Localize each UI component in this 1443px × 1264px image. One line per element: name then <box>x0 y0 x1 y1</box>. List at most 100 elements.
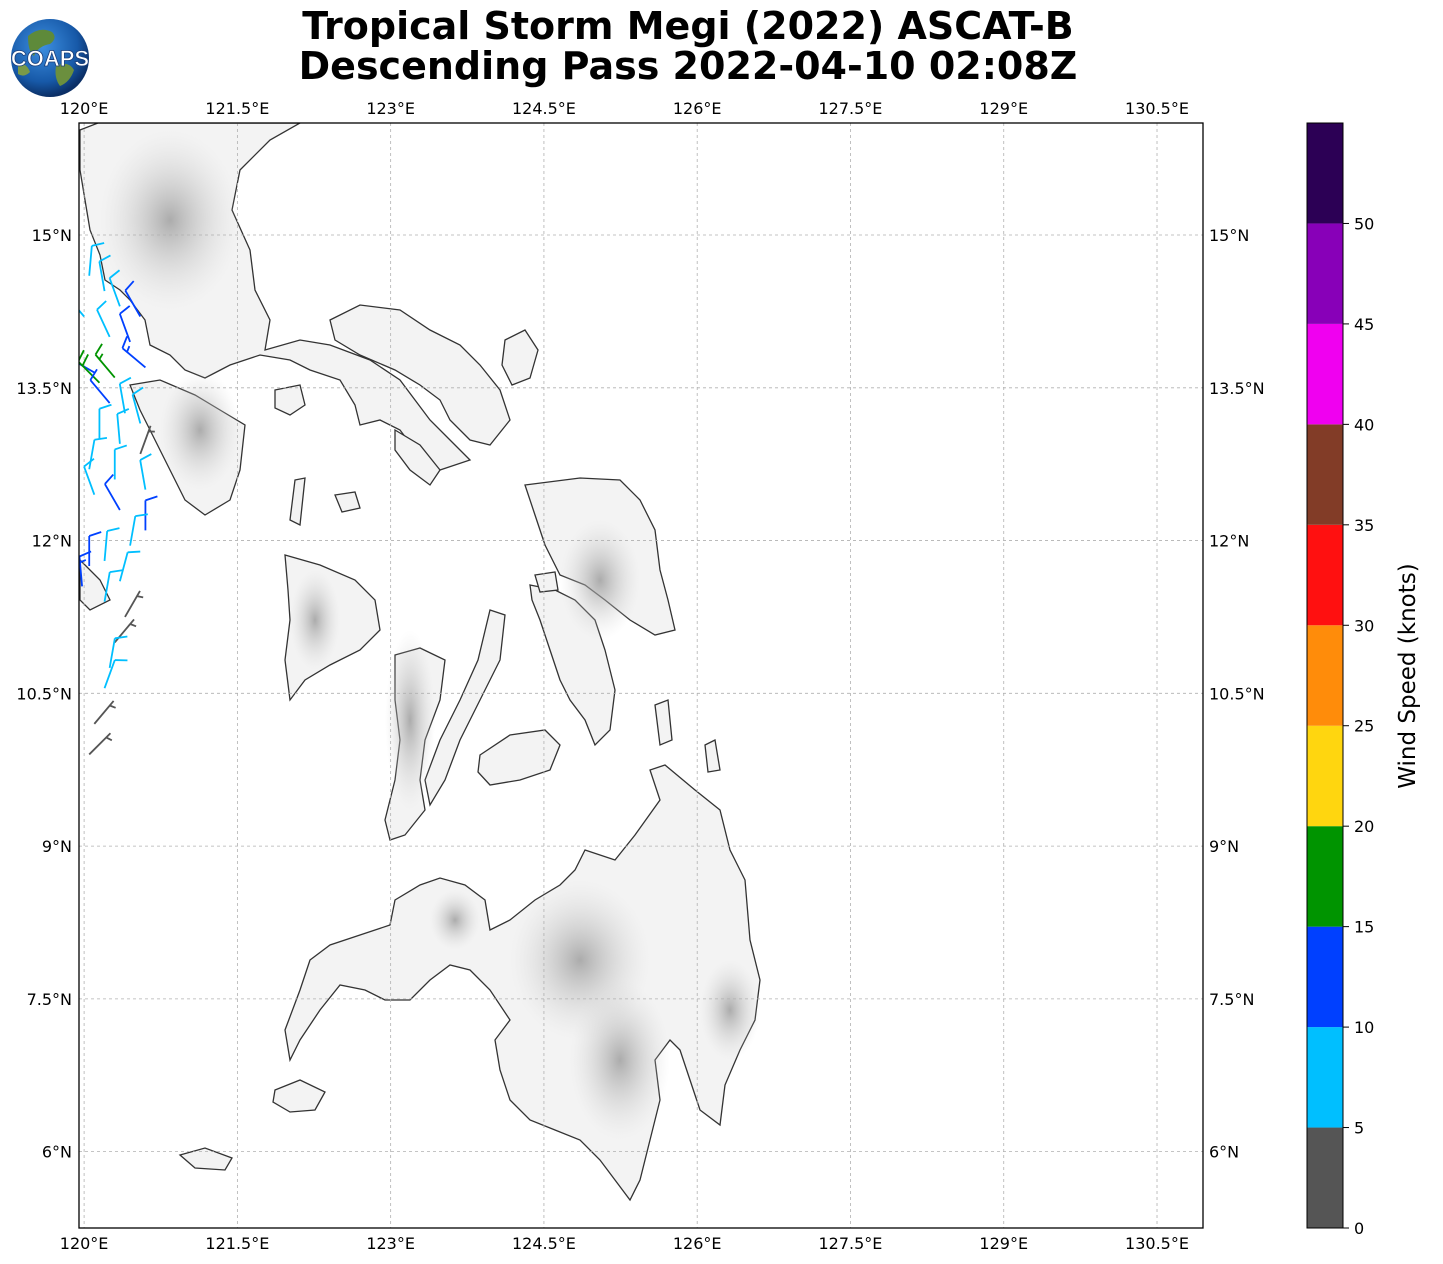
barb-flag-full <box>88 531 102 537</box>
colorbar-tick-label: 0 <box>1354 1219 1364 1238</box>
barb-flag-full <box>114 635 128 640</box>
barb-flag-half <box>79 559 87 564</box>
map-frame <box>68 122 1204 1229</box>
wind-barb <box>103 659 128 689</box>
barb-flag-full <box>91 242 105 247</box>
lat-tick-right: 6°N <box>1209 1143 1239 1162</box>
barb-flag-full <box>98 254 111 263</box>
dinagat <box>654 699 673 746</box>
barb-staff <box>139 425 152 455</box>
barb-flag-half <box>129 623 137 628</box>
wind-barb <box>103 569 123 602</box>
barb-staff <box>79 556 83 587</box>
barb-flag-full <box>83 457 95 468</box>
lat-tick-right: 12°N <box>1209 532 1249 551</box>
barb-staff <box>83 466 96 496</box>
lon-tick-bottom: 120°E <box>60 1234 109 1253</box>
barb-staff <box>118 313 131 343</box>
gridlines <box>79 123 1203 1228</box>
barb-staff <box>96 309 111 338</box>
wind-barb <box>118 376 132 414</box>
lat-tick-left: 12°N <box>32 532 72 551</box>
lat-tick-left: 15°N <box>32 226 72 245</box>
wind-barb <box>119 550 141 582</box>
wind-barb <box>96 300 111 338</box>
barb-staff <box>118 383 126 414</box>
wind-barb <box>108 635 128 669</box>
lon-tick-top: 123°E <box>366 99 415 118</box>
barb-staff <box>131 394 142 424</box>
barb-staff <box>119 552 129 582</box>
colorbar-tick-label: 45 <box>1354 315 1374 334</box>
barb-staff <box>94 354 116 379</box>
lon-tick-bottom: 124.5°E <box>512 1234 576 1253</box>
title-line-2: Descending Pass 2022-04-10 02:08Z <box>298 44 1078 88</box>
barb-flag-half <box>109 704 116 709</box>
barb-flag-full <box>132 386 144 396</box>
title-line-1: Tropical Storm Megi (2022) ASCAT-B <box>302 4 1074 48</box>
barb-staff <box>103 659 116 689</box>
barb-staff <box>88 245 93 276</box>
barb-staff <box>98 261 106 292</box>
colorbar: 0 5 10 15 20 25 30 35 40 45 50 <box>1306 122 1374 1238</box>
wind-barb <box>93 700 116 725</box>
wind-barb <box>113 444 128 480</box>
marinduque <box>274 384 306 416</box>
barb-flag-full <box>124 280 135 292</box>
barb-flag-full <box>114 444 128 451</box>
colorbar-tick-label: 25 <box>1354 717 1374 736</box>
barb-flag-half <box>69 293 72 298</box>
barb-flag-full <box>68 345 71 357</box>
wind-barb <box>69 293 85 318</box>
wind-barb <box>94 343 116 379</box>
jolo <box>178 1147 233 1171</box>
lon-tick-bottom: 126°E <box>673 1234 722 1253</box>
wind-barb <box>124 590 144 618</box>
barb-flag-full <box>94 436 108 441</box>
wind-barb <box>88 732 113 756</box>
wind-barb <box>89 368 111 404</box>
basilan <box>272 1079 326 1113</box>
colorbar-tick-label: 30 <box>1354 616 1374 635</box>
wind-barb <box>104 473 121 511</box>
colorbar-segment <box>1307 1127 1343 1228</box>
colorbar-tick-label: 10 <box>1354 1018 1374 1037</box>
barb-staff <box>124 590 141 618</box>
barb-flag-full <box>139 453 152 461</box>
lon-tick-bottom: 121.5°E <box>205 1234 269 1253</box>
coaps-logo: COAPS <box>10 19 90 97</box>
barb-staff <box>88 439 96 470</box>
colorbar-segment <box>1307 323 1343 425</box>
colorbar-segment <box>1307 524 1343 626</box>
barb-staff <box>124 290 142 317</box>
colorbar-label: Wind Speed (knots) <box>1395 563 1421 788</box>
lon-tick-bottom: 127.5°E <box>819 1234 883 1253</box>
barb-flag-full <box>79 550 92 558</box>
lon-tick-bottom: 123°E <box>366 1234 415 1253</box>
wind-barb <box>88 242 105 276</box>
wind-barbs <box>68 242 158 756</box>
lon-tick-bottom: 130.5°E <box>1125 1234 1189 1253</box>
wind-barb <box>108 269 121 307</box>
colorbar-tick-label: 5 <box>1354 1119 1364 1138</box>
bicol <box>329 304 511 446</box>
wind-barb <box>98 403 112 439</box>
barb-flag-full <box>119 305 131 315</box>
colorbar-tick-label: 35 <box>1354 516 1374 535</box>
barb-flag-full <box>127 550 141 554</box>
wind-barb <box>129 513 148 546</box>
lon-tick-top: 121.5°E <box>205 99 269 118</box>
barb-flag-full <box>145 495 158 502</box>
lat-tick-left: 7.5°N <box>27 990 72 1009</box>
masbate <box>394 428 441 486</box>
barb-flag-full <box>119 376 132 385</box>
lat-tick-left: 6°N <box>42 1143 72 1162</box>
barb-staff <box>139 459 147 490</box>
barb-flag-full <box>106 527 120 532</box>
colorbar-segment <box>1307 424 1343 525</box>
colorbar-segment <box>1307 123 1343 224</box>
barb-flag-full <box>96 300 107 311</box>
lon-tick-top: 120°E <box>60 99 109 118</box>
wind-barb <box>88 531 102 567</box>
